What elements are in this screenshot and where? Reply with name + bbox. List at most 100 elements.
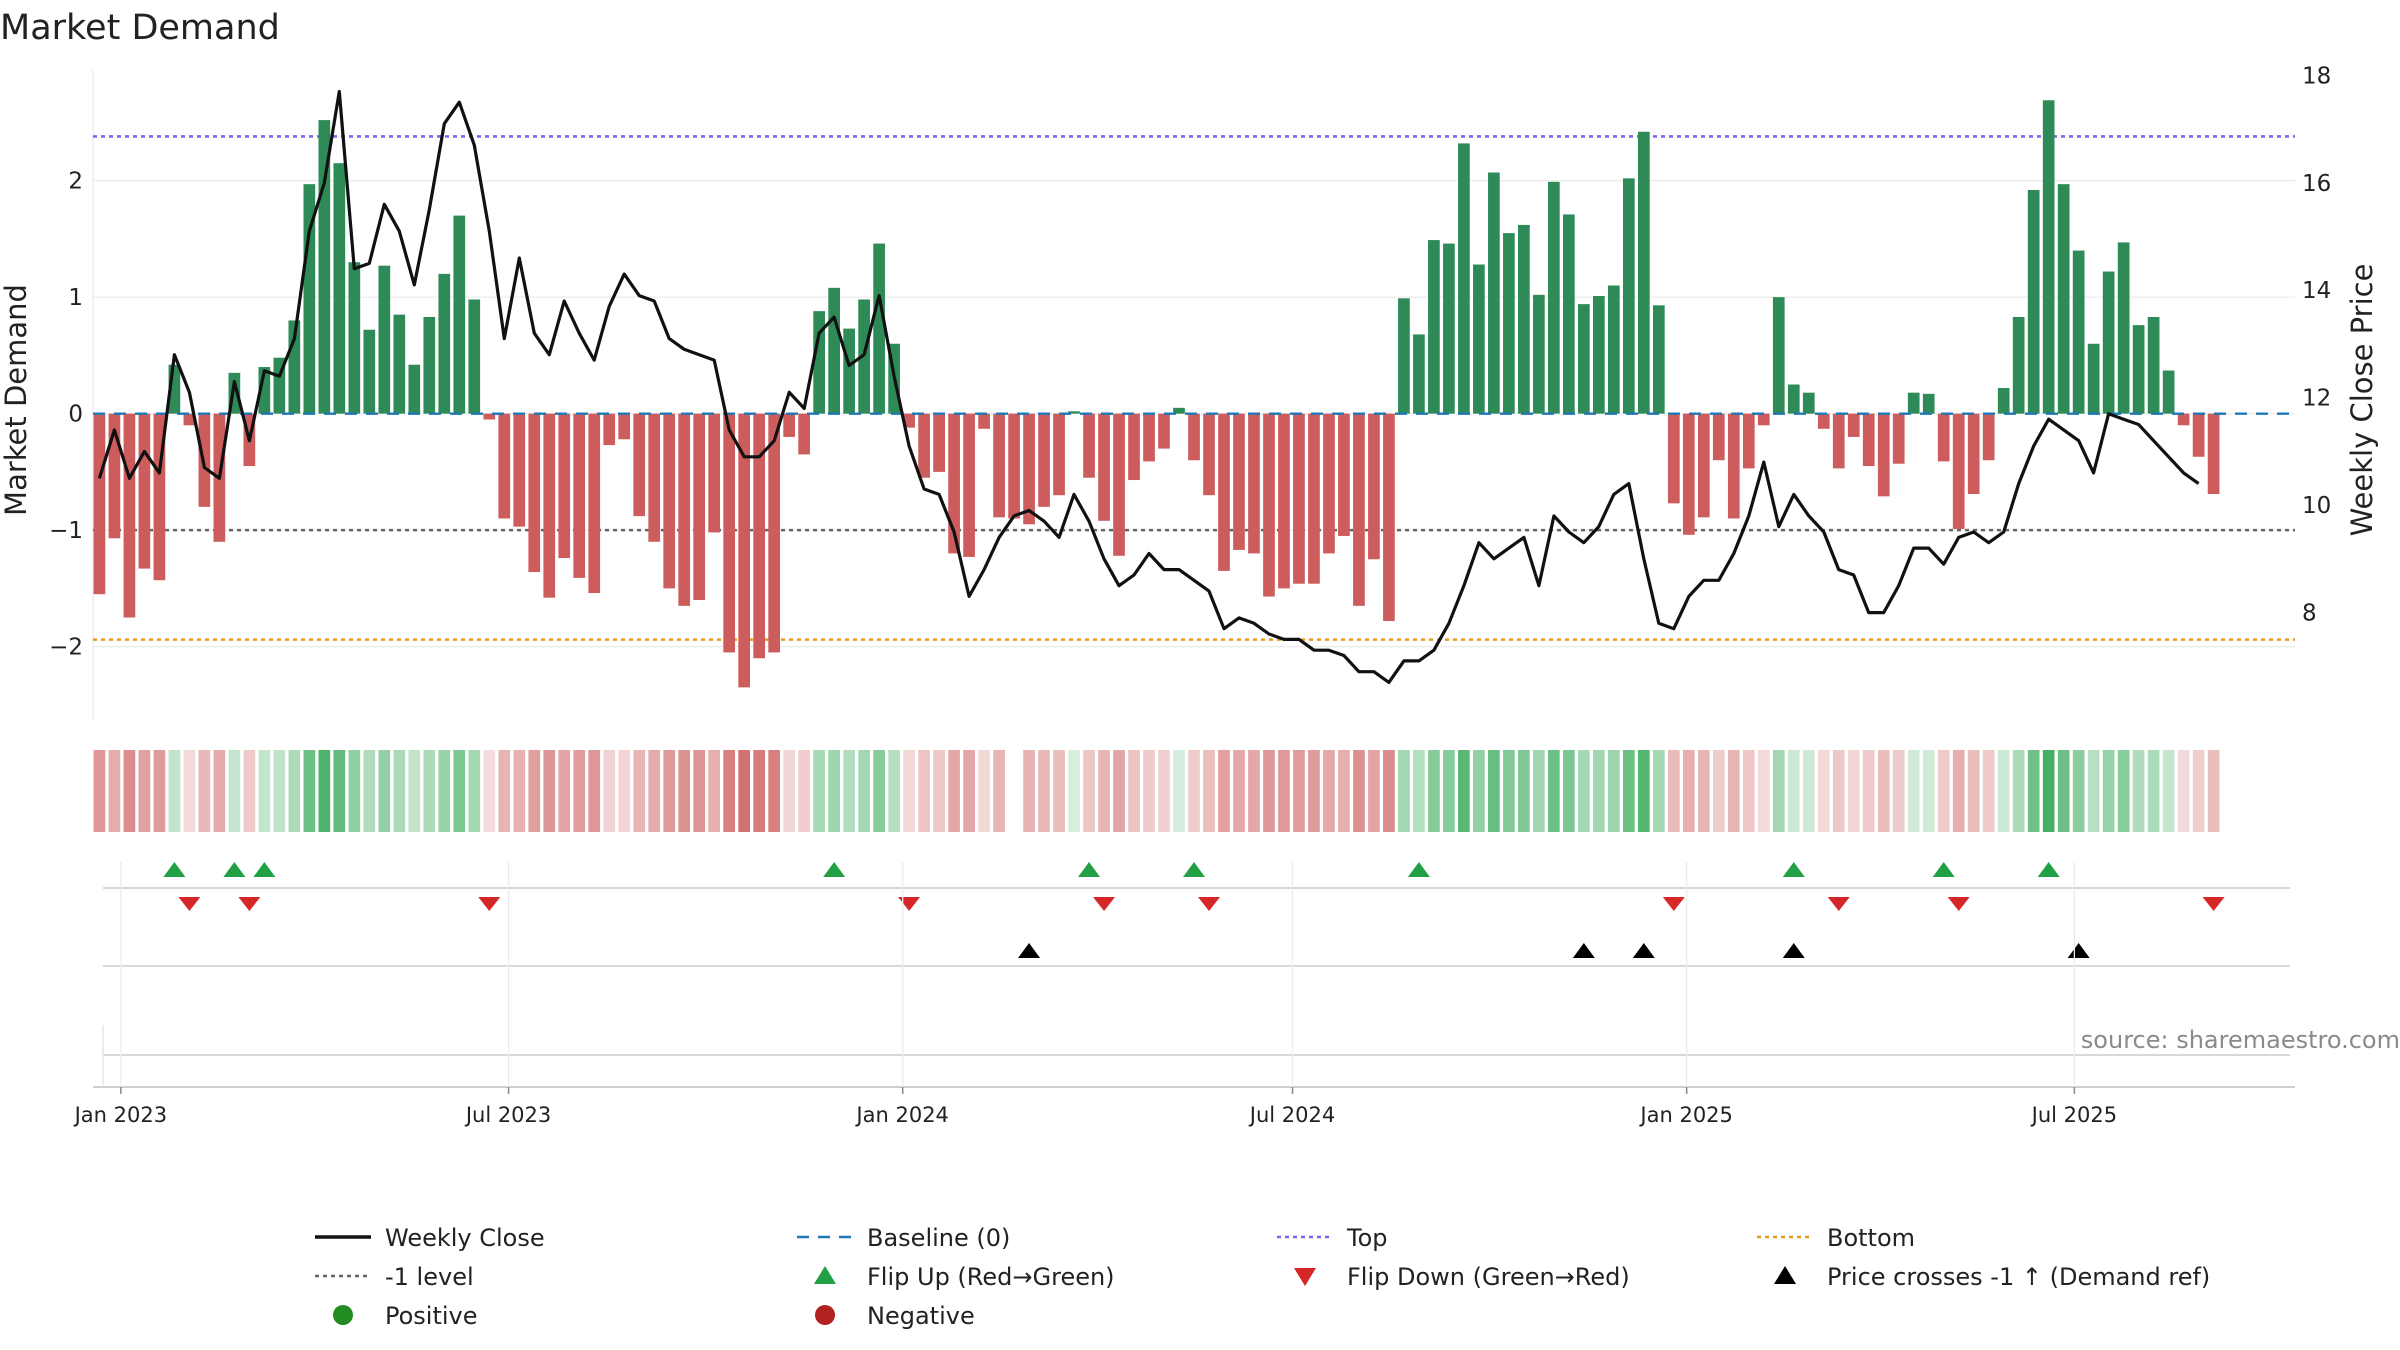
heat-cell bbox=[1637, 750, 1650, 832]
demand-bar bbox=[528, 413, 541, 573]
demand-bar bbox=[963, 413, 975, 557]
heat-cell bbox=[1458, 750, 1470, 832]
heat-cell bbox=[1308, 750, 1320, 832]
heat-cell bbox=[1383, 750, 1395, 832]
demand-bar bbox=[1652, 305, 1665, 414]
demand-bar bbox=[2102, 271, 2115, 414]
heat-cell bbox=[1113, 750, 1125, 832]
heat-cell bbox=[963, 750, 975, 832]
demand-bar bbox=[1742, 413, 1755, 469]
demand-bar bbox=[513, 413, 526, 527]
demand-bar bbox=[1907, 392, 1920, 414]
heat-cell bbox=[2147, 750, 2160, 832]
demand-bar bbox=[1757, 413, 1770, 426]
heat-cell bbox=[1952, 750, 1965, 832]
heat-cell bbox=[1353, 750, 1365, 832]
demand-bar bbox=[183, 413, 196, 426]
heat-cell bbox=[1548, 750, 1560, 832]
heat-cell bbox=[918, 750, 930, 832]
demand-bar bbox=[1772, 297, 1785, 414]
demand-bar bbox=[2027, 189, 2040, 414]
heat-cell bbox=[1158, 750, 1170, 832]
demand-bar bbox=[318, 120, 331, 414]
price-cross-marker bbox=[1572, 943, 1595, 958]
heat-cell bbox=[1712, 750, 1725, 832]
heat-cell bbox=[1967, 750, 1980, 832]
demand-bar bbox=[948, 413, 960, 554]
demand-bar bbox=[918, 413, 930, 478]
heat-cell bbox=[1338, 750, 1350, 832]
demand-bar bbox=[1038, 413, 1050, 507]
heat-cell bbox=[1847, 750, 1860, 832]
heat-cell bbox=[903, 750, 915, 832]
demand-bar bbox=[1637, 131, 1650, 414]
flip-up-marker bbox=[823, 862, 846, 877]
heat-cell bbox=[678, 750, 691, 832]
demand-bar bbox=[798, 413, 810, 455]
heat-cell bbox=[1053, 750, 1065, 832]
heat-cell bbox=[183, 750, 196, 832]
legend-triangle-up-icon bbox=[814, 1266, 836, 1284]
heat-cell bbox=[2027, 750, 2040, 832]
price-cross-marker bbox=[1018, 943, 1041, 958]
demand-bar bbox=[1787, 384, 1800, 414]
heat-cell bbox=[198, 750, 211, 832]
demand-bar bbox=[1847, 413, 1860, 437]
heat-cell bbox=[1218, 750, 1230, 832]
demand-bar bbox=[1173, 407, 1185, 414]
demand-bar bbox=[2042, 100, 2055, 414]
legend-dot-icon bbox=[333, 1305, 353, 1325]
heat-cell bbox=[438, 750, 451, 832]
demand-bar bbox=[2072, 250, 2085, 414]
heat-cell bbox=[603, 750, 616, 832]
heat-cell bbox=[1997, 750, 2010, 832]
demand-bar bbox=[633, 413, 646, 517]
heat-cell bbox=[138, 750, 151, 832]
demand-bar bbox=[843, 328, 855, 414]
demand-bar bbox=[303, 184, 316, 414]
heat-cell bbox=[1742, 750, 1755, 832]
demand-bar bbox=[1832, 413, 1845, 469]
heat-cell bbox=[1907, 750, 1920, 832]
demand-bar bbox=[1428, 240, 1440, 414]
demand-bar bbox=[543, 413, 556, 598]
heat-cell bbox=[1398, 750, 1410, 832]
demand-bar bbox=[813, 311, 825, 414]
heat-cell bbox=[1233, 750, 1245, 832]
heat-cell bbox=[1413, 750, 1425, 832]
heat-cell bbox=[1098, 750, 1110, 832]
demand-bar bbox=[1892, 413, 1905, 464]
flip-down-marker bbox=[1947, 897, 1970, 911]
y-tick-label: −1 bbox=[49, 518, 83, 544]
demand-bar bbox=[1383, 413, 1395, 621]
heat-cell bbox=[798, 750, 810, 832]
heat-cell bbox=[168, 750, 181, 832]
heat-cell bbox=[1652, 750, 1665, 832]
price-cross-marker bbox=[1782, 943, 1805, 958]
demand-bar bbox=[2192, 413, 2205, 457]
demand-bar bbox=[978, 413, 990, 429]
demand-bar bbox=[468, 299, 481, 414]
demand-bar bbox=[1143, 413, 1155, 462]
demand-bar bbox=[378, 265, 391, 414]
heat-cell bbox=[2057, 750, 2070, 832]
heat-cell bbox=[1068, 750, 1080, 832]
heat-cell bbox=[753, 750, 766, 832]
flip-down-marker bbox=[1662, 897, 1685, 911]
y-tick-label: 2 bbox=[68, 169, 83, 195]
flip-up-marker bbox=[1183, 862, 1205, 877]
demand-bar bbox=[1952, 413, 1965, 529]
demand-bar bbox=[1158, 413, 1170, 449]
heat-cell bbox=[783, 750, 796, 832]
demand-bar bbox=[1712, 413, 1725, 461]
demand-bar bbox=[1308, 413, 1320, 584]
demand-bar bbox=[93, 413, 106, 595]
heat-cell bbox=[2207, 750, 2220, 832]
flip-up-marker bbox=[1407, 862, 1430, 877]
heat-cell bbox=[1892, 750, 1905, 832]
demand-bar bbox=[1188, 413, 1200, 461]
legend-dot-icon bbox=[815, 1305, 835, 1325]
demand-bar bbox=[1578, 304, 1590, 414]
legend-label: Flip Down (Green→Red) bbox=[1347, 1263, 1630, 1291]
